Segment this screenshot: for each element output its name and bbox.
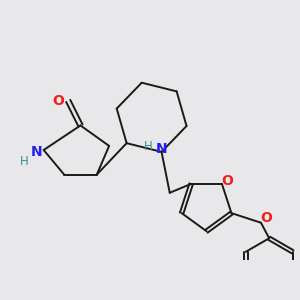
Text: O: O: [260, 211, 272, 225]
Text: N: N: [156, 142, 167, 156]
Text: O: O: [221, 174, 233, 188]
Text: N: N: [31, 146, 42, 160]
Text: H: H: [20, 155, 28, 168]
Text: H: H: [144, 140, 153, 154]
Text: O: O: [52, 94, 64, 108]
